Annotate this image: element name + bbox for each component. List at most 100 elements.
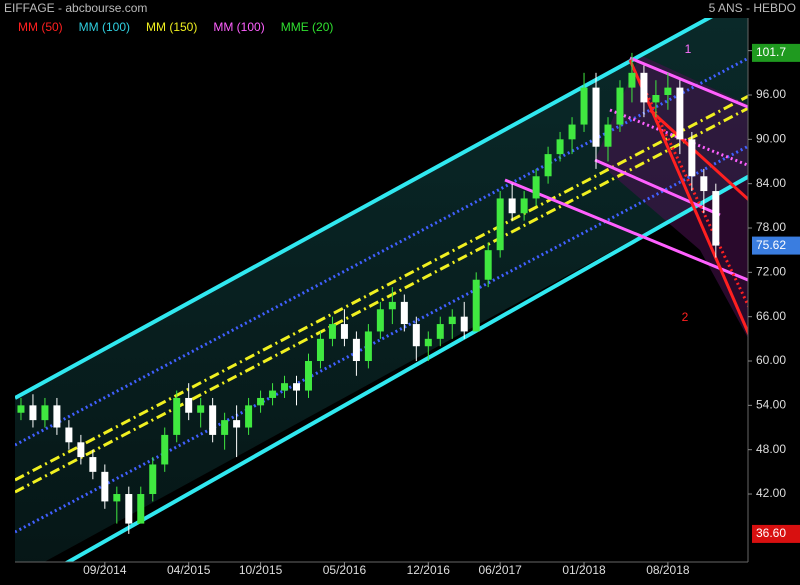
candle-body [400,301,408,325]
candle-body [412,324,420,347]
candle-body [269,390,277,398]
pink-fill [595,55,748,338]
candle-body [424,338,432,347]
candle-body [568,124,576,140]
y-tick-label: 48.00 [756,442,786,456]
candle-body [233,420,241,428]
pink-line [594,158,721,217]
candle-body [89,457,97,472]
candle-body [616,87,624,125]
candle-body [580,87,588,125]
channels [15,18,748,562]
x-tick-label: 08/2018 [646,563,690,577]
candle-body [664,87,672,95]
candle-body [77,442,85,458]
channel-fill [15,18,748,562]
candle-body [472,279,480,332]
candle-body [592,87,600,147]
price-marker [752,43,800,62]
red-line [648,108,748,202]
yellow-line [15,106,748,494]
candle-body [352,338,360,362]
price-marker-label: 101.7 [756,45,786,59]
price-marker [752,524,800,543]
x-tick-label: 10/2015 [239,563,283,577]
chart-subtitle: 5 ANS - HEBDO [709,1,796,15]
candle-body [484,250,492,280]
x-tick-label: 06/2017 [478,563,522,577]
y-tick-label: 66.00 [756,309,786,323]
candle-body [688,139,696,177]
channel-line [15,18,714,400]
candle-body [29,405,37,421]
candle-body [376,309,384,332]
annotation: 2 [682,310,689,324]
candle-body [209,405,217,435]
candle-body [281,383,289,391]
candle-body [712,191,720,246]
candle-body [436,324,444,339]
candle-body [556,139,564,155]
candle-body [101,471,109,502]
candle-body [496,198,504,251]
candle-body [640,72,648,103]
x-tick-label: 12/2016 [407,563,451,577]
candle-body [149,464,157,495]
chart-title: EIFFAGE - abcbourse.com [4,1,147,15]
legend-entry: MM (100) [79,20,130,34]
candle-body [137,494,145,524]
candle-body [628,72,636,88]
candle-body [652,94,660,103]
candle-body [520,198,528,214]
candle-body [532,176,540,199]
candle-body [53,405,61,428]
x-tick-label: 01/2018 [562,563,606,577]
candle-body [328,324,336,339]
legend-entry: MM (50) [18,20,63,34]
candle-body [304,361,312,391]
candle-body [508,198,516,214]
candle-body [221,420,229,435]
legend-entry: MM (100) [213,20,264,34]
x-tick-label: 05/2016 [323,563,367,577]
y-tick-label: 42.00 [756,486,786,500]
y-tick-label: 96.00 [756,87,786,101]
candle-body [173,397,181,435]
y-tick-label: 72.00 [756,265,786,279]
candle-body [700,176,708,192]
candle-body [41,405,49,421]
candle-body [185,397,193,413]
candle-body [245,405,253,428]
candle-body [17,405,25,413]
y-tick-label: 78.00 [756,220,786,234]
y-tick-label: 54.00 [756,398,786,412]
x-tick-label: 04/2015 [167,563,211,577]
price-marker-label: 36.60 [756,526,786,540]
candle-body [293,383,301,391]
candle-body [65,427,73,443]
candle-body [197,405,205,413]
x-tick-label: 09/2014 [83,563,127,577]
candle-body [113,494,121,502]
candles [17,52,720,534]
candle-body [257,397,265,406]
y-tick-label: 60.00 [756,353,786,367]
pink-line [629,56,748,109]
candle-body [460,316,468,332]
y-tick-label: 84.00 [756,176,786,190]
pink-line [504,178,748,282]
legend-entry: MME (20) [281,20,334,34]
y-tick-label: 90.00 [756,132,786,146]
legend-entry: MM (150) [146,20,197,34]
annotation: 1 [685,42,692,56]
candle-body [340,324,348,339]
channel-dotted [15,144,748,534]
price-marker [752,236,800,255]
candle-body [676,87,684,140]
yellow-line [15,94,748,482]
candle-body [125,494,133,524]
candle-body [544,154,552,177]
price-marker-label: 75.62 [756,238,786,252]
channel-dotted [15,56,748,447]
